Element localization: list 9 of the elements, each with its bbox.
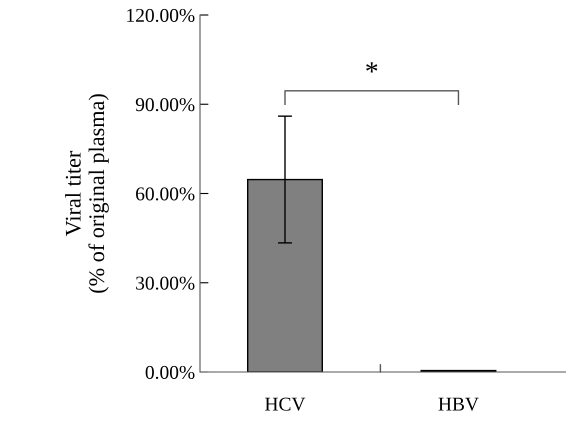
- y-tick-label: 120.00%: [127, 8, 194, 22]
- y-tick-label: 0.00%: [146, 366, 194, 380]
- y-axis-title: Viral titer (% of original plasma): [65, 94, 109, 293]
- y-tick-label: 60.00%: [136, 187, 194, 201]
- x-tick-label: HCV: [265, 398, 306, 411]
- annotation: *: [366, 62, 378, 72]
- x-tick-label: HBV: [438, 398, 479, 411]
- y-tick-label: 90.00%: [136, 98, 194, 112]
- y-tick-label: 30.00%: [136, 276, 194, 290]
